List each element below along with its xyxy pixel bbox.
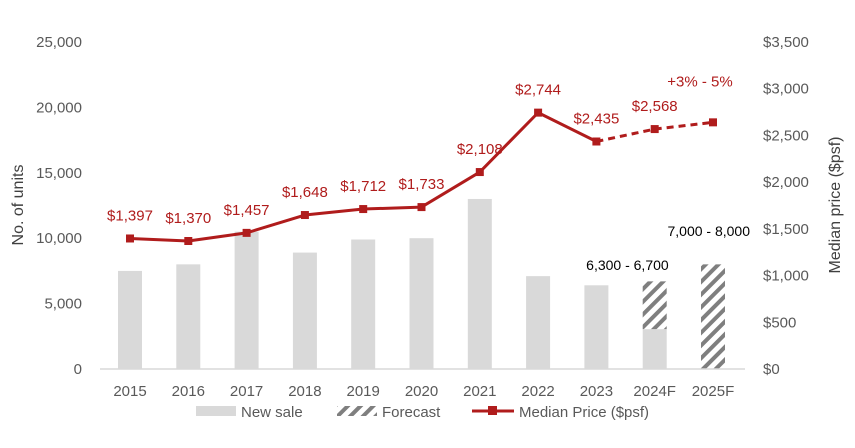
y2-tick-label: $500 bbox=[763, 314, 796, 331]
x-tick-label: 2024F bbox=[633, 383, 676, 400]
price-marker bbox=[650, 125, 659, 134]
bar-new-sale bbox=[467, 198, 492, 369]
bar-annotation: 7,000 - 8,000 bbox=[667, 223, 750, 239]
y2-tick-label: $2,000 bbox=[763, 174, 809, 191]
y-tick-label: 20,000 bbox=[36, 99, 82, 116]
y-tick-label: 0 bbox=[74, 361, 82, 378]
x-tick-label: 2018 bbox=[288, 383, 321, 400]
bar-new-sale bbox=[292, 252, 317, 369]
price-marker bbox=[359, 205, 368, 214]
price-marker bbox=[475, 168, 484, 177]
y-tick-label: 10,000 bbox=[36, 230, 82, 247]
x-tick-label: 2025F bbox=[692, 383, 735, 400]
bar-new-sale bbox=[351, 239, 376, 369]
bar-new-sale bbox=[526, 276, 551, 369]
price-line-segment bbox=[188, 231, 247, 243]
bar-new-sale bbox=[642, 329, 667, 369]
bar-new-sale bbox=[118, 270, 142, 369]
price-marker bbox=[242, 228, 251, 237]
price-label: +3% - 5% bbox=[667, 73, 732, 90]
price-label: $1,712 bbox=[340, 178, 386, 195]
legend-label-forecast: Forecast bbox=[382, 404, 441, 421]
x-tick-label: 2020 bbox=[405, 383, 438, 400]
price-line-segment bbox=[478, 111, 540, 174]
x-tick-label: 2017 bbox=[230, 383, 263, 400]
price-marker bbox=[709, 118, 717, 127]
legend-swatch-forecast bbox=[337, 406, 377, 416]
price-label: $2,108 bbox=[457, 141, 503, 158]
x-tick-label: 2019 bbox=[347, 383, 380, 400]
price-marker bbox=[126, 234, 134, 243]
price-label: $2,435 bbox=[573, 111, 619, 128]
price-line-segment bbox=[129, 236, 189, 243]
price-label: $1,370 bbox=[165, 210, 211, 227]
price-marker bbox=[417, 203, 426, 212]
y-tick-label: 15,000 bbox=[36, 165, 82, 182]
bar-new-sale bbox=[234, 231, 259, 369]
bar-forecast bbox=[642, 281, 667, 330]
x-tick-label: 2016 bbox=[172, 383, 205, 400]
price-marker bbox=[300, 211, 309, 220]
price-marker bbox=[592, 137, 601, 146]
price-line-segment bbox=[654, 120, 714, 131]
bar-annotation: 6,300 - 6,700 bbox=[586, 257, 669, 273]
y2-axis-title: Median price ($psf) bbox=[827, 137, 844, 274]
legend-swatch-new-sale bbox=[196, 406, 236, 416]
price-label: $1,457 bbox=[224, 202, 270, 219]
y-tick-label: 25,000 bbox=[36, 34, 82, 51]
x-tick-label: 2021 bbox=[463, 383, 496, 400]
bar-new-sale bbox=[176, 264, 201, 369]
price-line-segment bbox=[363, 205, 422, 211]
price-line-segment bbox=[304, 207, 364, 217]
price-label: $2,744 bbox=[515, 82, 561, 99]
bar-new-sale bbox=[409, 238, 434, 369]
price-label: $1,648 bbox=[282, 184, 328, 201]
x-tick-label: 2015 bbox=[113, 383, 146, 400]
y2-tick-label: $0 bbox=[763, 361, 780, 378]
legend: New sale Forecast Median Price ($psf) bbox=[196, 404, 649, 421]
y2-tick-label: $1,500 bbox=[763, 221, 809, 238]
price-label: $1,397 bbox=[107, 207, 153, 224]
legend-label-median-price: Median Price ($psf) bbox=[519, 404, 649, 421]
price-marker bbox=[534, 108, 543, 117]
y2-tick-label: $3,000 bbox=[763, 81, 809, 98]
y-tick-label: 5,000 bbox=[44, 296, 82, 313]
price-label: $2,568 bbox=[632, 98, 678, 115]
price-marker bbox=[184, 237, 193, 246]
bar-new-sale bbox=[584, 285, 609, 369]
price-line-segment bbox=[596, 127, 656, 143]
legend-label-new-sale: New sale bbox=[241, 404, 303, 421]
price-line-segment bbox=[420, 170, 481, 209]
y2-tick-label: $1,000 bbox=[763, 268, 809, 285]
price-label: $1,733 bbox=[399, 176, 445, 193]
x-tick-label: 2023 bbox=[580, 383, 613, 400]
bar-forecast bbox=[701, 264, 725, 369]
legend-marker-median-price bbox=[488, 406, 497, 415]
y2-tick-label: $3,500 bbox=[763, 34, 809, 51]
y-axis-title: No. of units bbox=[10, 165, 27, 246]
price-line-segment bbox=[246, 213, 306, 235]
y2-tick-label: $2,500 bbox=[763, 127, 809, 144]
price-line-segment bbox=[537, 111, 598, 143]
x-tick-label: 2022 bbox=[521, 383, 554, 400]
